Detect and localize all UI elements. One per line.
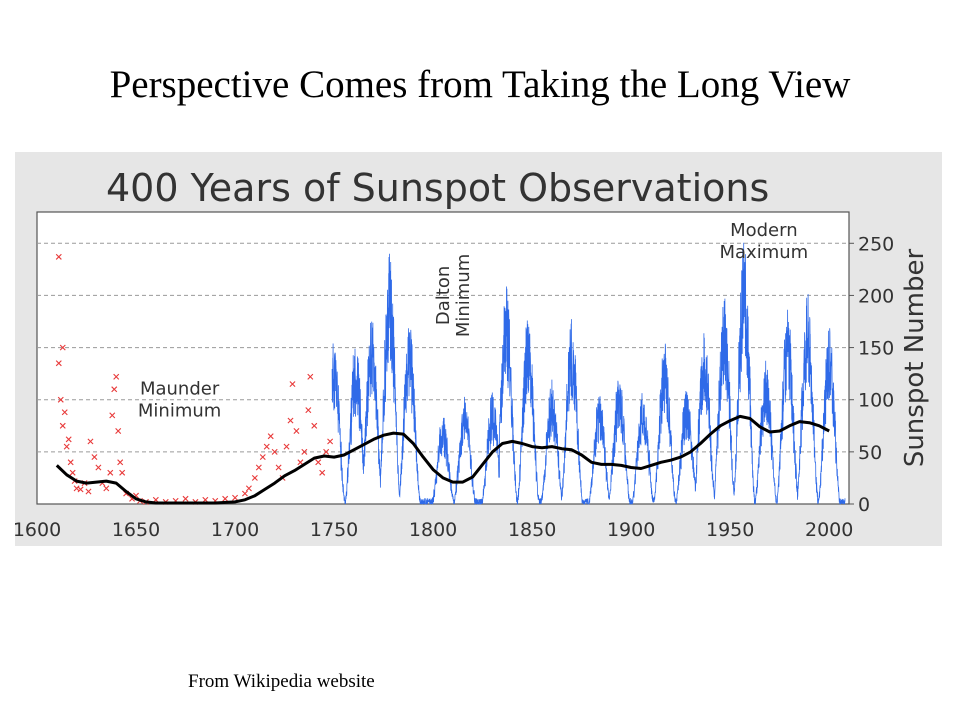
observation-point-21 (109, 412, 116, 419)
y-tick-label-150: 150 (858, 338, 894, 360)
smoothed-series-line (55, 414, 830, 505)
observation-point-14 (85, 488, 92, 495)
y-tick-label-100: 100 (858, 390, 894, 412)
observation-point-5 (61, 409, 68, 416)
source-note: From Wikipedia website (188, 671, 375, 692)
y-tick-label-200: 200 (858, 285, 894, 307)
grid-layer (37, 242, 849, 453)
observation-point-44 (255, 464, 262, 471)
y-axis-label: Sunspot Number (900, 249, 930, 468)
observation-point-24 (115, 428, 122, 434)
slide-title: Perspective Comes from Taking the Long V… (109, 63, 851, 106)
y-tick-label-0: 0 (858, 494, 870, 516)
observation-point-16 (91, 454, 98, 461)
observation-point-59 (311, 422, 318, 429)
x-tick-label-1650: 1650 (112, 519, 160, 541)
x-tick-label-1850: 1850 (508, 519, 556, 541)
telescope-observation-layer (55, 253, 334, 505)
observation-point-51 (283, 443, 290, 450)
observation-point-40 (232, 494, 239, 501)
observation-point-20 (107, 469, 114, 476)
observation-point-22 (111, 386, 118, 393)
observation-point-39 (222, 495, 229, 502)
observation-point-2 (57, 396, 64, 403)
observation-point-63 (327, 438, 334, 445)
observation-point-26 (119, 469, 126, 476)
annotation-1-line-0: Dalton (433, 266, 454, 325)
observation-point-61 (319, 469, 326, 476)
x-tick-label-1900: 1900 (607, 519, 655, 541)
annotation-2-line-1: Maximum (719, 242, 808, 263)
observation-point-4 (59, 422, 66, 429)
observation-point-12 (77, 486, 84, 493)
annotation-0-line-0: Maunder (140, 379, 220, 400)
observation-point-6 (63, 443, 70, 450)
plot-area (36, 211, 850, 505)
observation-point-49 (275, 464, 282, 471)
x-tick-label-1750: 1750 (310, 519, 358, 541)
observation-point-17 (95, 464, 102, 471)
observation-point-0 (55, 253, 62, 260)
observation-point-1 (55, 360, 62, 367)
observation-point-8 (67, 459, 74, 466)
observation-point-25 (117, 459, 124, 466)
observation-point-58 (307, 373, 314, 380)
monthly-series-layer (331, 242, 846, 505)
observation-point-53 (289, 381, 296, 388)
observation-point-54 (293, 428, 300, 434)
observation-point-57 (305, 407, 312, 414)
annotation-2-line-0: Modern (730, 220, 798, 241)
monthly-series-line (331, 242, 846, 505)
smoothed-series-layer (55, 414, 830, 505)
chart-canvas: 400 Years of Sunspot Observations 1600 16… (15, 152, 942, 546)
y-tick-label-250: 250 (858, 233, 894, 255)
observation-point-46 (263, 443, 270, 450)
observation-point-15 (87, 438, 94, 445)
observation-point-19 (103, 485, 110, 492)
observation-point-3 (59, 344, 66, 351)
observation-point-62 (323, 448, 330, 455)
x-tick-label-2000: 2000 (805, 519, 853, 541)
observation-point-52 (287, 417, 294, 424)
observation-point-23 (113, 373, 120, 380)
observation-point-45 (259, 454, 266, 461)
observation-point-47 (267, 433, 274, 440)
sunspot-chart: 400 Years of Sunspot Observations 1600 16… (15, 152, 942, 546)
x-tick-label-1800: 1800 (409, 519, 457, 541)
observation-point-35 (182, 495, 189, 502)
observation-point-9 (69, 469, 76, 476)
observation-point-41 (241, 490, 248, 497)
x-tick-label-1700: 1700 (211, 519, 259, 541)
annotation-0-line-1: Minimum (138, 401, 221, 422)
x-tick-label-1950: 1950 (706, 519, 754, 541)
observation-point-56 (301, 448, 308, 455)
observation-point-42 (245, 485, 252, 492)
annotation-1-line-1: Minimum (453, 254, 474, 337)
observation-point-7 (65, 436, 72, 443)
x-tick-label-1600: 1600 (15, 519, 61, 541)
observation-point-43 (251, 474, 258, 481)
observation-point-48 (271, 448, 278, 455)
chart-title: 400 Years of Sunspot Observations (106, 166, 769, 210)
y-tick-label-50: 50 (858, 442, 882, 464)
observation-point-55 (297, 459, 304, 466)
observation-point-60 (315, 459, 322, 466)
